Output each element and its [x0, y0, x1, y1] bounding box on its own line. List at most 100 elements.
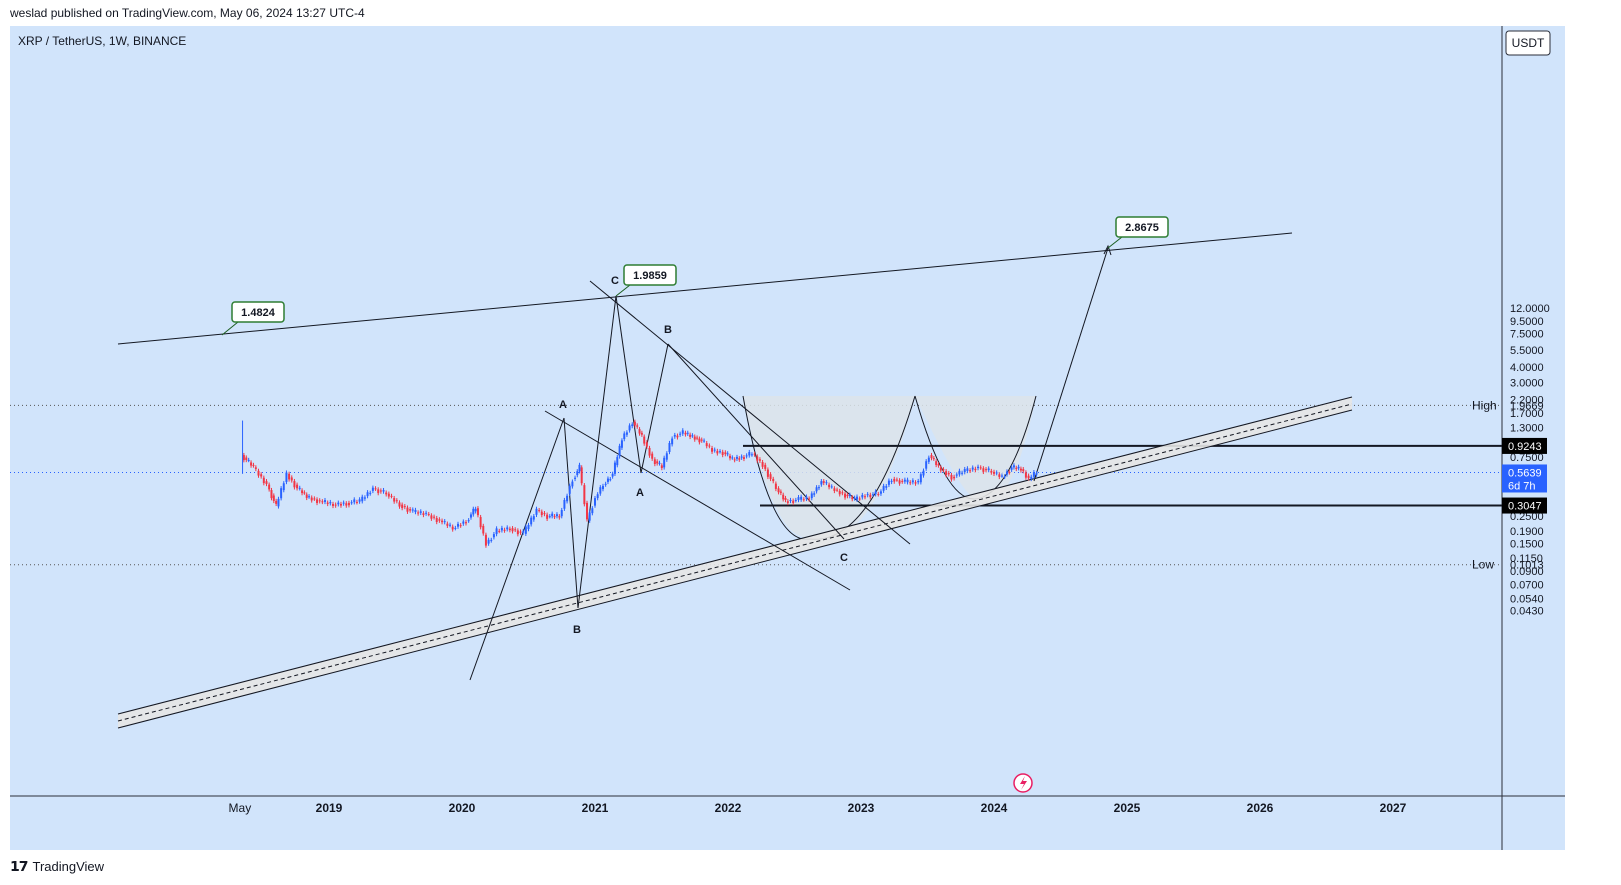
candle: [422, 511, 425, 518]
candle: [250, 460, 253, 468]
candle: [691, 433, 694, 438]
candle: [620, 438, 623, 450]
candle: [414, 507, 417, 515]
candle: [851, 495, 854, 502]
candle-body: [909, 482, 912, 484]
price-callout[interactable]: 1.4824: [221, 301, 285, 336]
candle: [987, 466, 990, 473]
price-chart[interactable]: XRP / TetherUS, 1W, BINANCE USDT 1.4824 1…: [10, 26, 1565, 850]
currency-label: USDT: [1512, 36, 1545, 50]
candle: [866, 492, 869, 498]
candle: [524, 524, 527, 537]
chart-panel[interactable]: XRP / TetherUS, 1W, BINANCE USDT 1.4824 1…: [10, 26, 1565, 850]
candle-body: [382, 490, 385, 492]
candle-body: [329, 502, 332, 504]
candle-body: [1015, 467, 1018, 469]
candle-body: [901, 480, 904, 482]
candle: [459, 523, 462, 528]
candle-body: [305, 494, 308, 498]
candle: [950, 472, 953, 482]
candle: [318, 498, 321, 504]
candle: [903, 477, 906, 484]
candle: [671, 436, 674, 447]
candle: [583, 483, 586, 507]
footer: 𝟭𝟳 TradingView: [10, 858, 104, 875]
wave-line: [667, 343, 845, 540]
candle: [794, 497, 797, 503]
price-callout[interactable]: 1.9859: [615, 264, 677, 297]
candle: [742, 455, 745, 462]
candle-body: [553, 516, 556, 518]
y-tick-label: 0.0430: [1510, 606, 1544, 618]
flash-icon[interactable]: [1013, 773, 1033, 793]
candle-body: [640, 432, 643, 435]
candle: [703, 438, 706, 443]
candle-body: [893, 478, 896, 482]
callout-value: 1.4824: [241, 307, 276, 319]
price-level-tag[interactable]: 0.9243: [1502, 437, 1547, 454]
currency-button[interactable]: USDT: [1505, 30, 1551, 56]
candle-body: [1030, 476, 1033, 479]
candle-body: [409, 509, 412, 511]
candle-body: [898, 480, 901, 484]
candle: [922, 468, 925, 478]
candle-body: [290, 477, 293, 481]
candle-body: [433, 516, 436, 518]
candle-body: [422, 513, 425, 515]
candle: [1010, 465, 1013, 472]
price-level-tag-bg: [1502, 497, 1547, 514]
candle-body: [660, 465, 663, 469]
candle-body: [820, 481, 823, 485]
candle-body: [914, 482, 917, 484]
candle-body: [623, 433, 626, 440]
candle-body: [1017, 466, 1020, 469]
current-price-value: 0.5639: [1508, 467, 1542, 479]
candle-body: [609, 479, 612, 481]
price-callout[interactable]: 2.8675: [1107, 216, 1169, 249]
candle: [586, 500, 589, 522]
candle-body: [495, 528, 498, 535]
candle: [538, 507, 541, 513]
candle-body: [745, 455, 748, 457]
candle-body: [419, 511, 422, 513]
candle-body: [618, 445, 621, 457]
channel-lower: [117, 409, 1353, 729]
candle: [686, 430, 689, 436]
candle: [574, 475, 577, 482]
candle-body: [903, 479, 906, 482]
candle: [430, 513, 433, 521]
candle-body: [1005, 471, 1008, 475]
candle-body: [414, 509, 417, 513]
projection-line: [1033, 247, 1109, 482]
candle-body: [301, 490, 304, 494]
y-tick-label: 0.0900: [1510, 566, 1544, 578]
candle-body: [794, 499, 797, 501]
candle: [784, 495, 787, 503]
price-level-tag[interactable]: 0.3047: [1502, 497, 1547, 514]
candle-body: [482, 525, 485, 534]
candle: [995, 470, 998, 476]
channel-upper: [117, 396, 1353, 715]
candle-body: [830, 486, 833, 488]
candle-body: [474, 508, 477, 512]
candle-body: [656, 461, 659, 464]
candle: [663, 455, 666, 470]
y-tick-label: 0.2500: [1510, 511, 1544, 523]
candle-body: [250, 462, 253, 466]
candle-body: [516, 530, 519, 535]
candle-body: [508, 528, 511, 531]
candle-body: [861, 494, 864, 498]
x-tick-label: 2022: [715, 801, 742, 815]
channel-mid: [117, 403, 1353, 722]
candle-body: [671, 438, 674, 445]
candle: [640, 430, 643, 437]
candle: [648, 445, 651, 458]
candle-body: [506, 527, 509, 530]
candle-body: [633, 421, 636, 426]
candle: [764, 462, 767, 472]
candle: [898, 478, 901, 486]
candle: [797, 495, 800, 503]
candle-body: [298, 487, 301, 489]
candle-body: [833, 488, 836, 491]
